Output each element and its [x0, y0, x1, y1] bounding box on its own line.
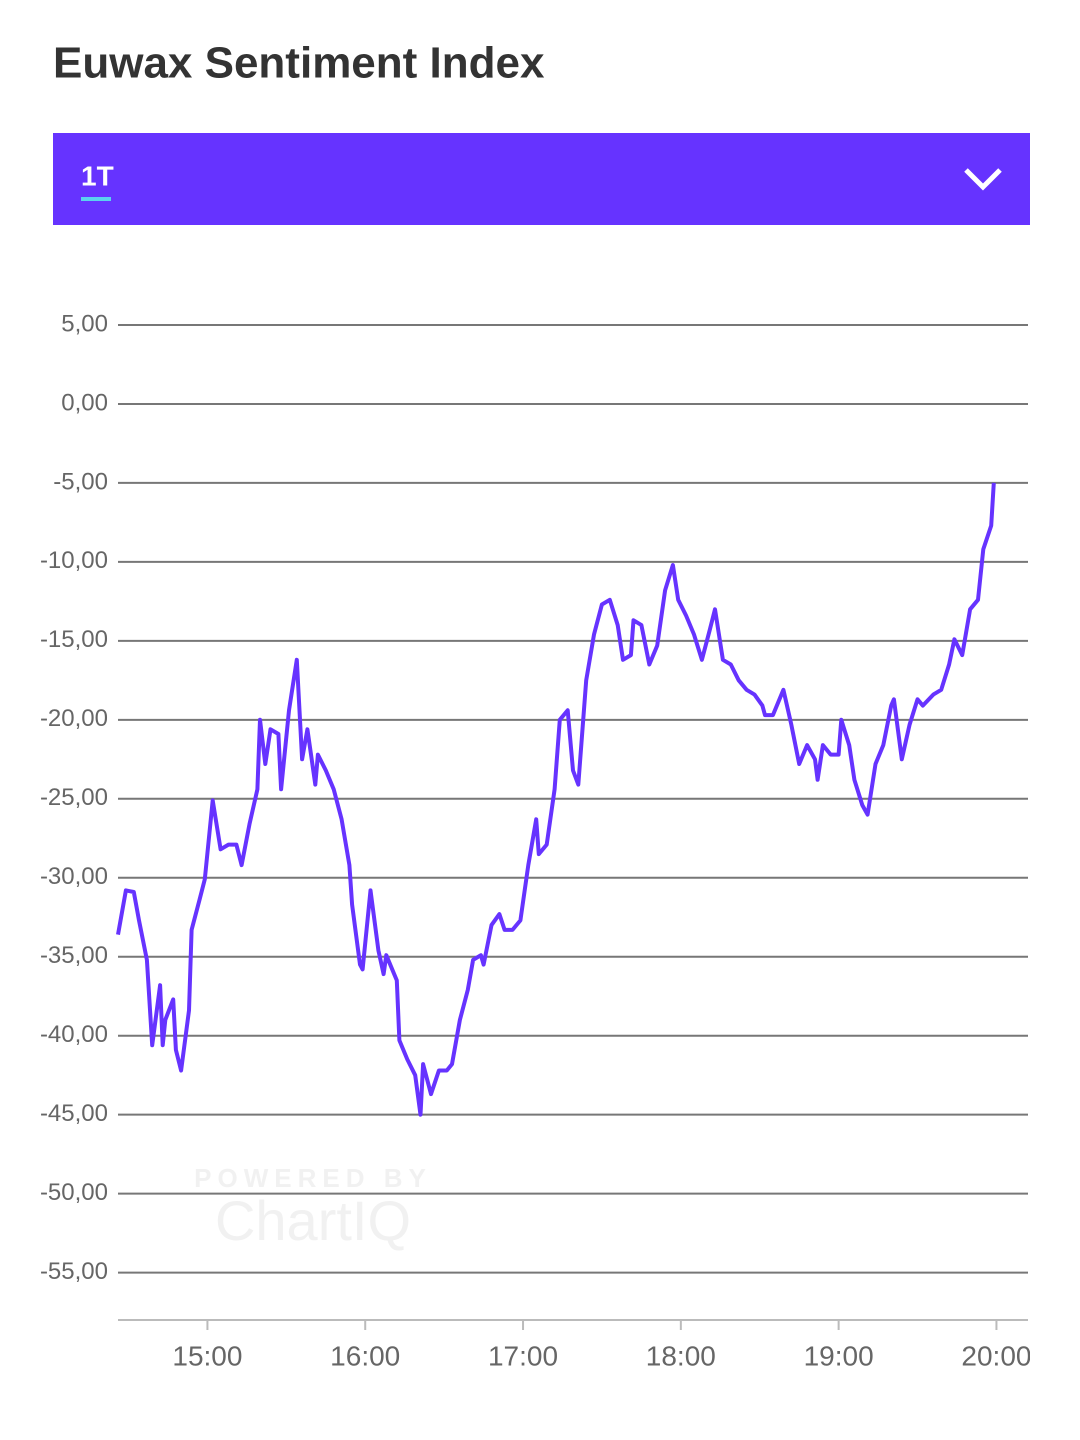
y-tick-label: -5,00	[53, 468, 108, 495]
chart: 5,00 0,00 -5,00 -10,00 -15,00 -20,00 -25,00 -30…	[40, 310, 1031, 1371]
y-tick-label: -15,00	[40, 626, 108, 653]
y-tick-label: -45,00	[40, 1100, 108, 1127]
y-tick-label: -40,00	[40, 1021, 108, 1048]
x-tick-label: 17:00	[488, 1340, 558, 1371]
y-tick-label: -25,00	[40, 784, 108, 811]
x-tick-label: 19:00	[804, 1340, 874, 1371]
period-label[interactable]: 1T	[81, 160, 114, 191]
x-tick-label: 20:00	[961, 1340, 1031, 1371]
period-selector[interactable]: 1T	[53, 133, 1030, 225]
y-tick-label: -50,00	[40, 1179, 108, 1206]
x-tick-label: 15:00	[172, 1340, 242, 1371]
watermark-top: POWERED BY	[194, 1163, 432, 1193]
sentiment-line	[116, 482, 996, 1117]
page-title: Euwax Sentiment Index	[53, 39, 545, 88]
x-tick-label: 18:00	[646, 1340, 716, 1371]
dropdown-chevron[interactable]	[964, 168, 1002, 191]
y-tick-label: -35,00	[40, 942, 108, 969]
period-underline	[81, 197, 111, 201]
y-tick-label: -55,00	[40, 1258, 108, 1285]
y-tick-label: -20,00	[40, 705, 108, 732]
selector-bar[interactable]	[53, 133, 1030, 225]
x-tick-label: 16:00	[330, 1340, 400, 1371]
watermark-logo: ChartIQ	[215, 1189, 411, 1252]
y-tick-label: -10,00	[40, 547, 108, 574]
y-tick-label: -30,00	[40, 863, 108, 890]
y-tick-label: 5,00	[61, 310, 108, 337]
y-tick-label: 0,00	[61, 389, 108, 416]
